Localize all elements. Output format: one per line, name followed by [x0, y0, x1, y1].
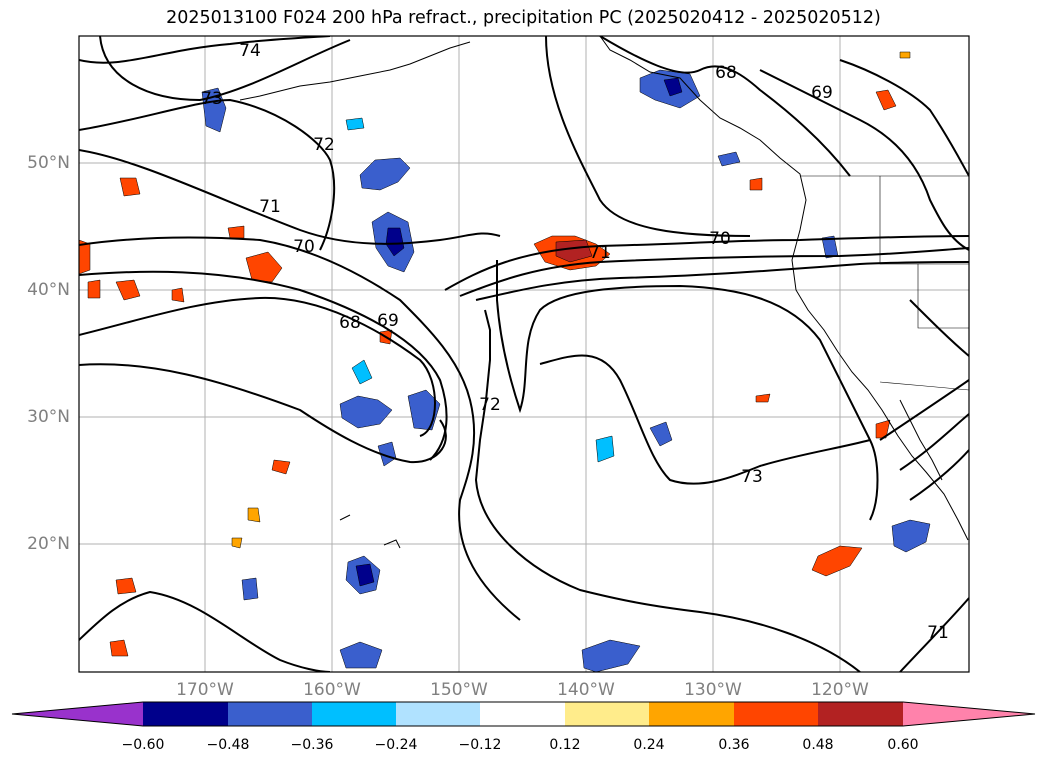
contour-label: 71: [927, 623, 949, 643]
map-plot-area: [79, 36, 969, 672]
lon-label: 140°W: [557, 680, 615, 700]
lat-label: 40°N: [27, 280, 70, 300]
colorbar-tick-label: 0.36: [718, 737, 750, 753]
contour-label-group: 74 73 72 71 70 69 68 68 69 70 71 72 73 7…: [201, 41, 949, 643]
colorbar-tick-label: −0.24: [374, 737, 418, 753]
contour-label: 71: [589, 243, 611, 263]
contour-label: 69: [377, 311, 399, 331]
lon-label: 150°W: [430, 680, 488, 700]
lat-label: 30°N: [27, 407, 70, 427]
map-frame: [78, 35, 970, 673]
colorbar-tick-label: 0.60: [887, 737, 919, 753]
colorbar-extend-min: [12, 702, 143, 726]
colorbar-extend-max: [903, 702, 1035, 726]
contour-label: 73: [741, 467, 763, 487]
contour-label: 74: [239, 41, 261, 61]
lon-label: 120°W: [811, 680, 869, 700]
lat-label: 20°N: [27, 534, 70, 554]
colorbar-tick-label: 0.12: [549, 737, 581, 753]
coastline: [239, 36, 969, 549]
lat-label: 50°N: [27, 153, 70, 173]
lon-label: 170°W: [176, 680, 234, 700]
precip-anomaly-fills: [79, 51, 931, 672]
colorbar-tick-label: 0.24: [633, 737, 665, 753]
contour-label: 72: [313, 135, 335, 155]
colorbar-tick-label: 0.48: [802, 737, 834, 753]
contour-label: 70: [293, 237, 315, 257]
colorbar-tick-label: −0.12: [458, 737, 502, 753]
contour-label: 71: [259, 197, 281, 217]
contour-label: 73: [201, 89, 223, 109]
colorbar: [11, 701, 1036, 727]
contour-label: 72: [479, 395, 501, 415]
contour-label: 68: [715, 63, 737, 83]
colorbar-tick-label: −0.36: [290, 737, 334, 753]
colorbar-tick-label: −0.48: [206, 737, 250, 753]
lon-label: 130°W: [684, 680, 742, 700]
contour-label: 68: [339, 313, 361, 333]
contour-label: 70: [709, 229, 731, 249]
refractivity-contours: [79, 36, 969, 672]
colorbar-tick-label: −0.60: [121, 737, 165, 753]
contour-label: 69: [811, 83, 833, 103]
map-title: 2025013100 F024 200 hPa refract., precip…: [166, 8, 881, 28]
lon-label: 160°W: [303, 680, 361, 700]
